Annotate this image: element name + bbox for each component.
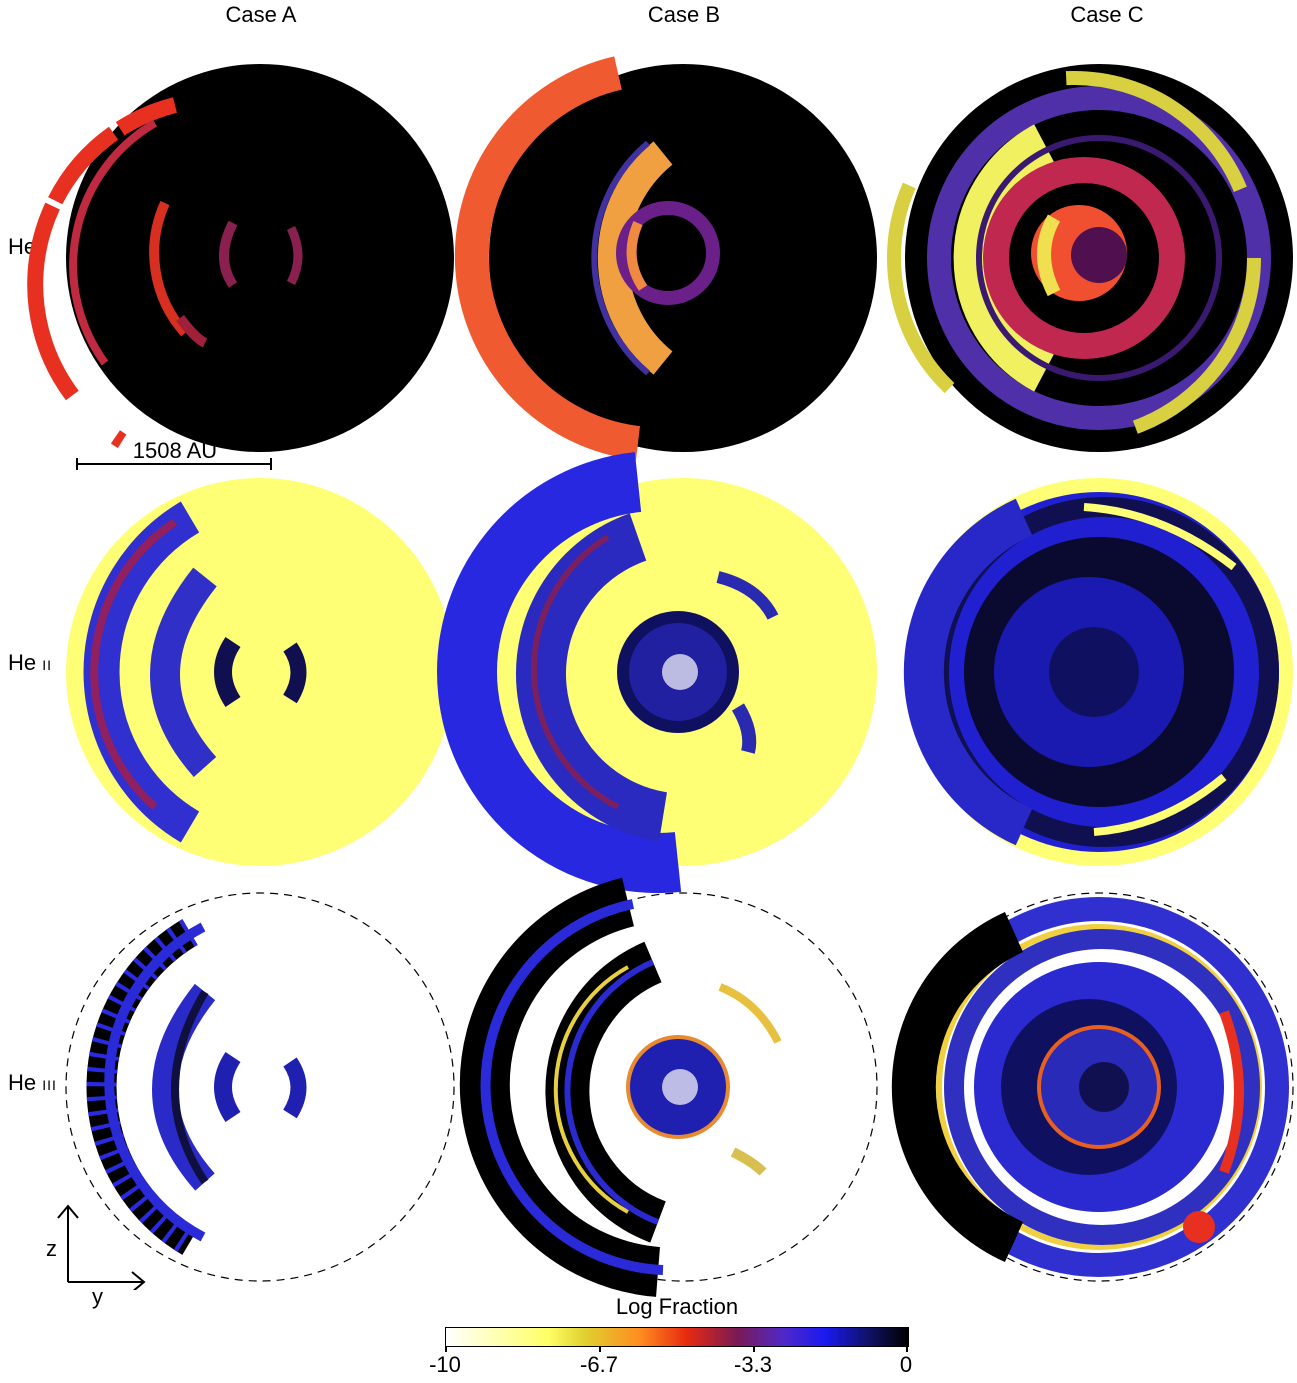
column-title-case-b: Case B — [647, 2, 721, 27]
colorbar-tick-label-0: -10 — [429, 1352, 461, 1377]
column-title-case-c: Case C — [1070, 2, 1144, 27]
column-title-case-a: Case A — [225, 2, 297, 27]
colorbar-tick-label-1: -6.7 — [580, 1352, 618, 1377]
colorbar-tick-1 — [599, 1346, 601, 1352]
axes-indicator: z y — [46, 1200, 156, 1310]
panel-he-i-case-b — [454, 56, 877, 460]
panel-he-i-case-a — [27, 64, 454, 452]
panel-he-ii-case-a — [66, 478, 454, 866]
axes-arrows — [57, 1204, 146, 1290]
axis-label-z: z — [46, 1236, 57, 1261]
colorbar-tick-label-3: 0 — [899, 1352, 913, 1377]
axis-label-y: y — [92, 1284, 103, 1309]
panel-he-iii-case-c — [891, 892, 1294, 1282]
colorbar-tick-3 — [906, 1346, 908, 1352]
panel-he-i-case-c — [887, 64, 1293, 452]
panel-he-ii-case-b — [436, 452, 877, 894]
panel-he-ii-case-c — [903, 478, 1293, 866]
row-label-he-iii: He III — [8, 1070, 57, 1095]
scale-bar-label: 1508 AU — [132, 438, 218, 463]
colorbar-tick-0 — [445, 1346, 447, 1352]
panel-he-iii-case-b — [459, 877, 878, 1297]
scale-bar-line — [76, 458, 272, 470]
row-label-he-ii: He II — [8, 650, 53, 675]
colorbar-tick-2 — [753, 1346, 755, 1352]
colorbar-title: Log Fraction — [615, 1294, 739, 1319]
colorbar — [445, 1327, 909, 1347]
panel-he-iii-case-a — [65, 892, 455, 1282]
scale-bar: 1508 AU — [76, 438, 274, 470]
colorbar-tick-label-2: -3.3 — [734, 1352, 772, 1377]
